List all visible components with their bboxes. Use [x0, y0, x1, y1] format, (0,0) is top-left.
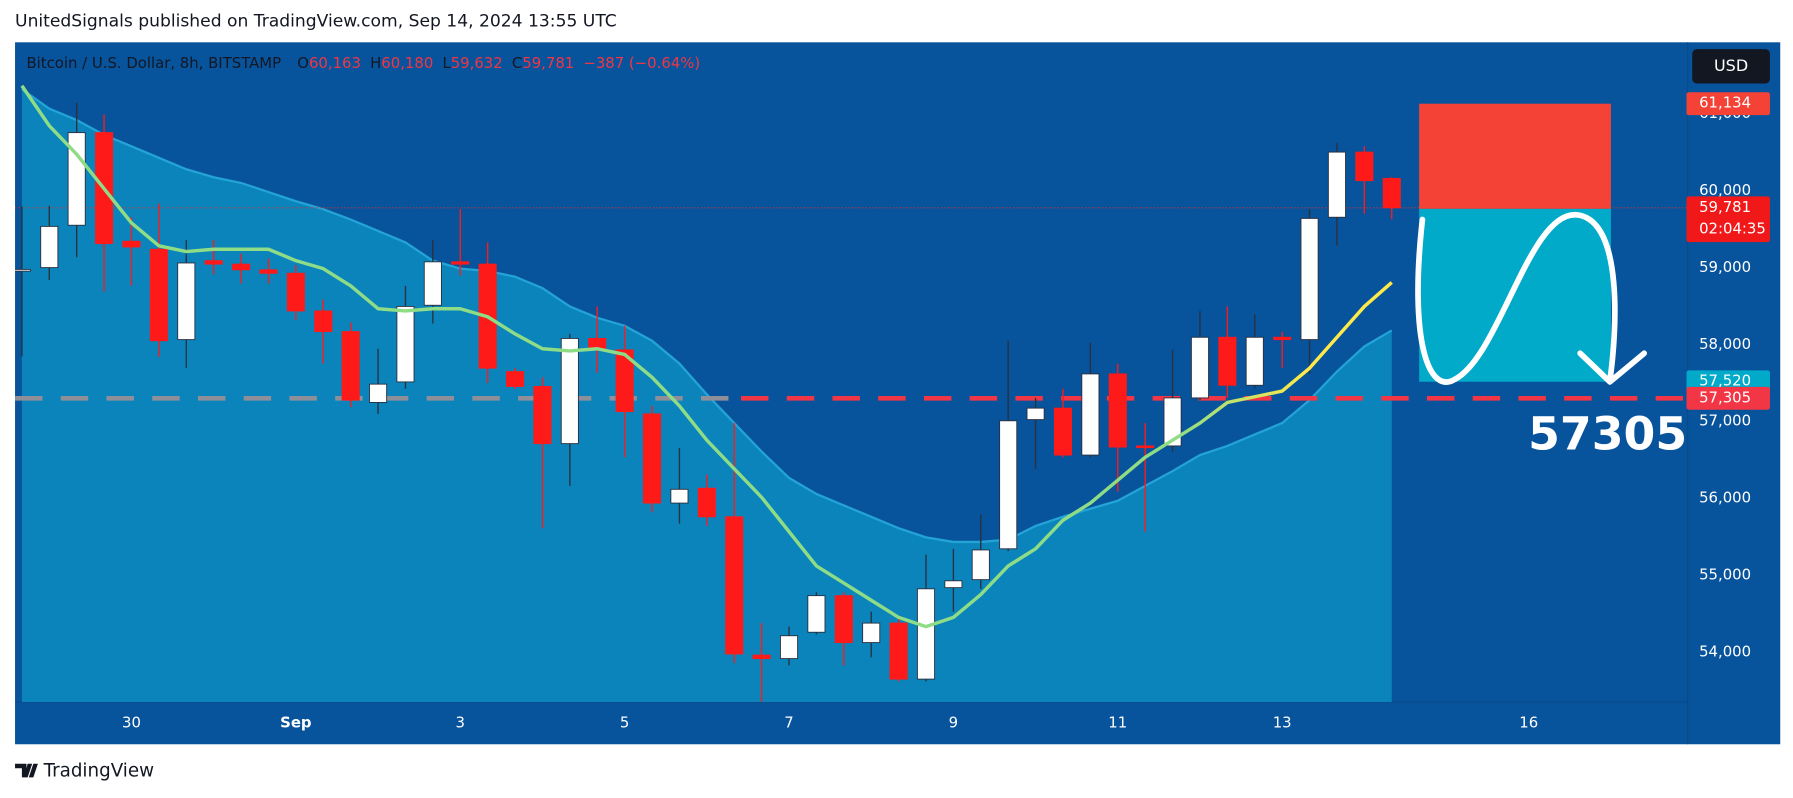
plot-area: [15, 84, 1688, 702]
logo-text: TradingView: [43, 761, 155, 782]
candle-body: [341, 331, 360, 401]
legend-change: −387 (−0.64%): [583, 54, 700, 72]
candle-body: [177, 262, 196, 341]
candle-body: [314, 310, 333, 333]
candle-body: [670, 488, 689, 504]
candle-body: [889, 622, 908, 680]
level-price-label: 57,305: [1699, 388, 1751, 406]
x-tick-label: Sep: [280, 714, 311, 732]
candle-body: [1136, 445, 1155, 449]
target-price-label: 57,520: [1699, 372, 1751, 390]
area-line: [21, 88, 1393, 544]
candle-body: [779, 635, 799, 660]
candle-body: [232, 263, 251, 271]
legend-value: 60,163: [309, 54, 361, 72]
candle-body: [615, 349, 634, 413]
candle-body: [807, 595, 826, 633]
candle-body: [1053, 407, 1073, 456]
candle-body: [1108, 373, 1127, 448]
y-tick-label: 55,000: [1699, 566, 1751, 584]
candle-body: [697, 487, 716, 518]
logo-icon: [15, 763, 38, 778]
candle-body: [1355, 151, 1374, 182]
candle-body: [396, 305, 415, 383]
drawn-arrowhead: [1577, 350, 1648, 385]
drawn-arrow: [1415, 212, 1618, 385]
candle-body: [1382, 177, 1401, 209]
candle-body: [259, 269, 278, 274]
candle-body: [1190, 336, 1210, 399]
candle-body: [67, 132, 86, 226]
legend-value: 60,180: [381, 54, 433, 72]
y-tick-label: 59,000: [1699, 258, 1751, 276]
candle-body: [944, 580, 963, 589]
candle-body: [533, 385, 552, 445]
y-tick-label: 54,000: [1699, 643, 1751, 661]
y-tick-label: 58,000: [1699, 335, 1751, 353]
ema-line: [20, 84, 1393, 629]
x-tick-label: 5: [620, 714, 629, 732]
candle-body: [999, 420, 1018, 550]
last-price-label: 59,781: [1699, 198, 1751, 216]
candle-body: [149, 248, 168, 342]
candle-body: [506, 371, 525, 387]
candle-body: [1026, 407, 1045, 421]
y-tick-label: 60,000: [1699, 181, 1751, 199]
x-tick-label: 9: [949, 714, 958, 732]
candle-body: [560, 337, 579, 445]
candle-body: [1273, 336, 1292, 341]
legend-key: H: [370, 54, 381, 72]
candle-body: [1327, 151, 1346, 218]
tradingview-logo: TradingView: [15, 761, 154, 782]
candle-body: [916, 588, 936, 680]
currency[interactable]: USD: [1714, 56, 1748, 75]
candle-body: [725, 516, 744, 655]
x-tick-label: 16: [1519, 714, 1538, 732]
candle-body: [1081, 373, 1100, 456]
candle-body: [862, 622, 881, 644]
stop-price-label: 61,134: [1699, 94, 1751, 112]
level-price-label-box: [1686, 386, 1770, 410]
candle-body: [642, 413, 662, 504]
stop-zone: [1419, 103, 1611, 209]
publish-title: UnitedSignals published on TradingView.c…: [15, 12, 617, 32]
x-tick-label: 3: [456, 714, 465, 732]
candle-body: [1218, 336, 1237, 386]
legend-key: O: [297, 54, 309, 72]
y-tick-label: 56,000: [1699, 489, 1751, 507]
x-tick-label: 13: [1273, 714, 1292, 732]
candle-body: [1245, 336, 1264, 386]
candle-body: [204, 260, 223, 265]
candle-body: [451, 261, 470, 265]
y-tick-label: 57,000: [1699, 412, 1751, 430]
candle-body: [40, 225, 59, 269]
x-tick-label: 7: [784, 714, 793, 732]
candle-body: [423, 261, 442, 306]
legend-value: 59,781: [522, 54, 574, 72]
candle-body: [15, 268, 31, 272]
legend-key: L: [442, 54, 451, 72]
candle-body: [752, 654, 771, 660]
legend-key: C: [512, 54, 522, 72]
legend-value: 59,632: [451, 54, 503, 72]
level-annotation: 57305: [1528, 408, 1687, 461]
candle-body: [369, 383, 388, 403]
x-tick-label: 11: [1108, 714, 1127, 732]
candle-body: [834, 595, 853, 644]
candle-body: [971, 549, 990, 581]
overlay: 57305 54,000 55,000 56,000 57,000 58,000 59,00…: [122, 92, 1770, 732]
candle-body: [1163, 397, 1182, 447]
candle-body: [1300, 217, 1319, 341]
candle-body: [286, 272, 305, 312]
x-tick-label: 30: [122, 714, 141, 732]
stop-price-label-box: [1686, 92, 1770, 116]
countdown: 02:04:35: [1699, 220, 1766, 238]
candle-body: [122, 240, 141, 248]
ohlc-legend: Bitcoin / U.S. Dollar, 8h, BITSTAMP O60,…: [26, 54, 700, 72]
currency-button[interactable]: [1692, 49, 1770, 84]
last-price-label-box: [1686, 196, 1770, 243]
symbol: Bitcoin / U.S. Dollar, 8h, BITSTAMP: [26, 54, 281, 72]
